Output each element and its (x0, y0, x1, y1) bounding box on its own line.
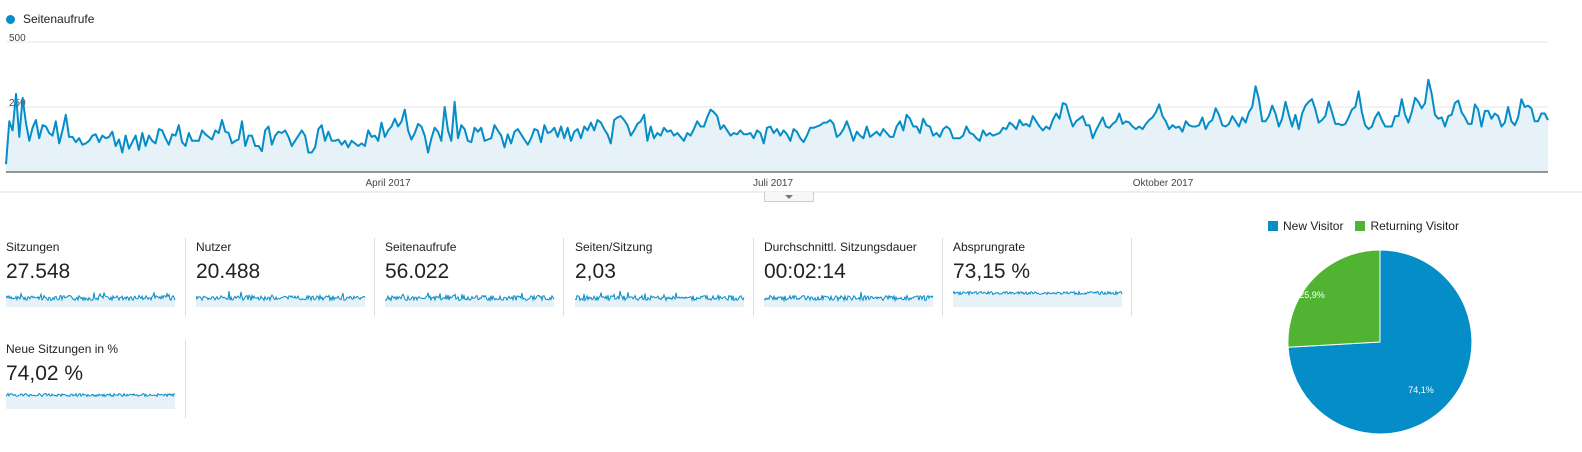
sparkline-area (953, 291, 1122, 307)
metric-value: 20.488 (196, 260, 261, 283)
metric-tile[interactable]: Sitzungen 27.548 (6, 240, 176, 320)
series-area (6, 79, 1548, 172)
sparkline-line (196, 291, 366, 302)
metric-label: Nutzer (196, 240, 232, 254)
returning-visitor-color-icon (1355, 221, 1366, 231)
metric-sparkline (196, 291, 366, 307)
sparkline-line (575, 290, 745, 303)
legend-item-new-visitor[interactable]: New Visitor (1268, 219, 1343, 233)
legend-item-label: New Visitor (1283, 219, 1344, 233)
metric-label: Seitenaufrufe (385, 240, 457, 254)
metric-divider (942, 238, 943, 316)
x-tick-label: April 2017 (365, 178, 410, 189)
legend-label: Seitenaufrufe (23, 12, 95, 26)
metric-divider (1131, 238, 1132, 316)
metric-label: Neue Sitzungen in % (6, 342, 119, 356)
new-visitor-color-icon (1268, 221, 1278, 231)
pie-slice-returning-visitor[interactable] (1287, 249, 1381, 348)
metric-value: 2,03 (575, 260, 616, 283)
chart-legend[interactable]: Seitenaufrufe (6, 12, 94, 26)
metric-tile[interactable]: Absprungrate 73,15 % (953, 240, 1123, 320)
pie-label-returning-visitor: 25,9% (1299, 290, 1325, 300)
sparkline-line (385, 292, 555, 303)
metric-tile[interactable]: Seitenaufrufe 56.022 (385, 240, 555, 320)
metric-tile[interactable]: Nutzer 20.488 (196, 240, 366, 320)
chevron-down-icon (785, 194, 793, 199)
sparkline-line (764, 291, 934, 303)
metric-sparkline (764, 291, 934, 307)
legend-item-returning-visitor[interactable]: Returning Visitor (1355, 219, 1459, 233)
metric-sparkline (6, 291, 176, 307)
sparkline-area (6, 393, 175, 409)
metric-divider (563, 238, 564, 316)
metric-tile[interactable]: Durchschnittl. Sitzungsdauer 00:02:14 (764, 240, 934, 320)
metric-value: 73,15 % (953, 260, 1031, 283)
sparkline-line (6, 291, 176, 302)
sparkline-area (764, 291, 933, 307)
metric-value: 00:02:14 (764, 260, 846, 283)
metric-label: Absprungrate (953, 240, 1026, 254)
y-tick-label: 500 (9, 33, 26, 44)
series-line-seitenaufrufe[interactable] (5, 78, 1549, 165)
pie-label-new-visitor: 74,1% (1408, 385, 1434, 395)
metric-tile[interactable]: Neue Sitzungen in % 74,02 % (6, 342, 176, 422)
pie-legend: New Visitor Returning Visitor (1268, 219, 1459, 233)
collapse-chart-button[interactable] (764, 192, 814, 202)
series-color-dot-icon (6, 14, 15, 24)
metric-label: Durchschnittl. Sitzungsdauer (764, 240, 917, 254)
metric-value: 56.022 (385, 260, 450, 283)
metric-sparkline (953, 290, 1123, 307)
metric-divider (374, 238, 375, 316)
visitor-type-pie-chart[interactable]: 74,1% 25,9% (1270, 244, 1490, 444)
metric-value: 27.548 (6, 260, 71, 283)
sparkline-line (6, 392, 176, 398)
metric-label: Seiten/Sitzung (575, 240, 653, 254)
metric-divider (185, 238, 186, 316)
sparkline-line (953, 290, 1123, 297)
metric-sparkline (385, 292, 555, 307)
metric-sparkline (6, 392, 176, 409)
x-tick-label: Oktober 2017 (1133, 178, 1194, 189)
legend-item-label: Returning Visitor (1370, 219, 1459, 233)
sparkline-area (196, 291, 365, 307)
metric-label: Sitzungen (6, 240, 60, 254)
metric-divider (185, 340, 186, 418)
metric-value: 74,02 % (6, 362, 84, 385)
metric-sparkline (575, 290, 745, 307)
x-tick-label: Juli 2017 (753, 178, 793, 189)
metric-tile[interactable]: Seiten/Sitzung 2,03 (575, 240, 745, 320)
metric-divider (753, 238, 754, 316)
